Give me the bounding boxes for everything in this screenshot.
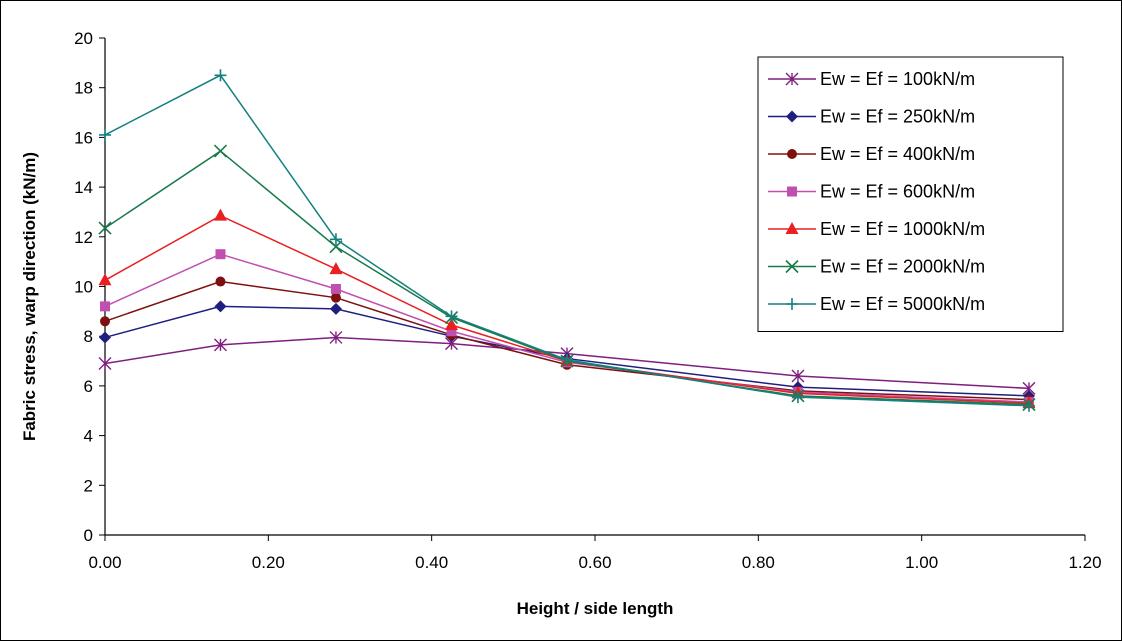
data-point bbox=[213, 338, 227, 352]
data-point bbox=[791, 391, 804, 404]
x-tick-label: 0.80 bbox=[742, 553, 775, 572]
legend-item: Ew = Ef = 600kN/m bbox=[768, 182, 975, 202]
legend-label: Ew = Ef = 100kN/m bbox=[820, 69, 975, 89]
legend-item: Ew = Ef = 100kN/m bbox=[768, 69, 975, 89]
legend-marker bbox=[786, 298, 798, 310]
y-tick-label: 10 bbox=[74, 278, 93, 297]
data-point bbox=[98, 357, 112, 371]
y-tick-label: 8 bbox=[84, 327, 93, 346]
data-point bbox=[99, 331, 111, 344]
data-point bbox=[215, 249, 226, 260]
data-point bbox=[213, 144, 228, 158]
legend-item: Ew = Ef = 2000kN/m bbox=[768, 257, 985, 277]
data-point bbox=[329, 233, 342, 246]
series-lines bbox=[98, 69, 1036, 412]
y-tick-label: 6 bbox=[84, 377, 93, 396]
legend-marker bbox=[785, 222, 799, 234]
y-tick-label: 12 bbox=[74, 228, 93, 247]
y-tick-label: 2 bbox=[84, 476, 93, 495]
y-tick-label: 20 bbox=[74, 29, 93, 48]
legend-marker bbox=[786, 110, 798, 123]
x-axis-title: Height / side length bbox=[517, 599, 674, 618]
series-7 bbox=[99, 69, 1035, 412]
data-point bbox=[98, 221, 112, 235]
y-tick-label: 18 bbox=[74, 79, 93, 98]
data-point bbox=[791, 369, 805, 383]
legend-label: Ew = Ef = 1000kN/m bbox=[820, 219, 985, 239]
data-point bbox=[329, 330, 343, 344]
legend-marker bbox=[785, 72, 799, 86]
data-point bbox=[100, 316, 110, 327]
legend-item: Ew = Ef = 250kN/m bbox=[768, 107, 975, 127]
y-tick-label: 4 bbox=[84, 427, 93, 446]
x-tick-label: 0.20 bbox=[252, 553, 285, 572]
legend-marker bbox=[785, 259, 799, 274]
y-axis-title: Fabric stress, warp direction (kN/m) bbox=[20, 152, 39, 441]
x-tick-label: 0.60 bbox=[578, 553, 611, 572]
y-tick-label: 14 bbox=[74, 178, 93, 197]
data-point bbox=[213, 208, 227, 221]
legend-label: Ew = Ef = 250kN/m bbox=[820, 107, 975, 127]
data-point bbox=[330, 292, 341, 303]
data-point bbox=[329, 262, 343, 275]
data-point bbox=[329, 302, 342, 315]
legend-label: Ew = Ef = 400kN/m bbox=[820, 144, 975, 164]
legend-label: Ew = Ef = 600kN/m bbox=[820, 182, 975, 202]
legend-item: Ew = Ef = 400kN/m bbox=[768, 144, 975, 164]
data-point bbox=[560, 353, 573, 366]
legend-label: Ew = Ef = 2000kN/m bbox=[820, 257, 985, 277]
data-point bbox=[214, 69, 227, 82]
data-point bbox=[214, 300, 227, 313]
legend-label: Ew = Ef = 5000kN/m bbox=[820, 294, 985, 314]
x-tick-label: 0.00 bbox=[88, 553, 121, 572]
data-point bbox=[446, 326, 457, 337]
data-point bbox=[100, 301, 110, 312]
data-point bbox=[99, 128, 111, 141]
y-tick-label: 16 bbox=[74, 128, 93, 147]
data-point bbox=[445, 318, 459, 331]
legend-item: Ew = Ef = 5000kN/m bbox=[768, 294, 985, 314]
legend-item: Ew = Ef = 1000kN/m bbox=[768, 219, 985, 239]
y-tick-label: 0 bbox=[84, 526, 93, 545]
x-tick-label: 1.20 bbox=[1068, 553, 1101, 572]
x-tick-label: 1.00 bbox=[905, 553, 938, 572]
x-tick-label: 0.40 bbox=[415, 553, 448, 572]
data-point bbox=[445, 310, 458, 323]
data-point bbox=[98, 273, 112, 286]
legend-box bbox=[757, 56, 1064, 332]
data-point bbox=[215, 276, 226, 287]
legend-marker bbox=[787, 186, 797, 197]
data-point bbox=[1022, 399, 1035, 412]
legend-marker bbox=[787, 149, 797, 159]
axes: 0 2 4 6 8 10 12 14 16 18 20 0.00 0.20 0.40 0.60 0.80 1.0… bbox=[74, 29, 1101, 572]
data-point bbox=[330, 283, 341, 294]
legend: Ew = Ef = 100kN/m Ew = Ef = 250kN/m Ew = E… bbox=[757, 56, 1064, 332]
